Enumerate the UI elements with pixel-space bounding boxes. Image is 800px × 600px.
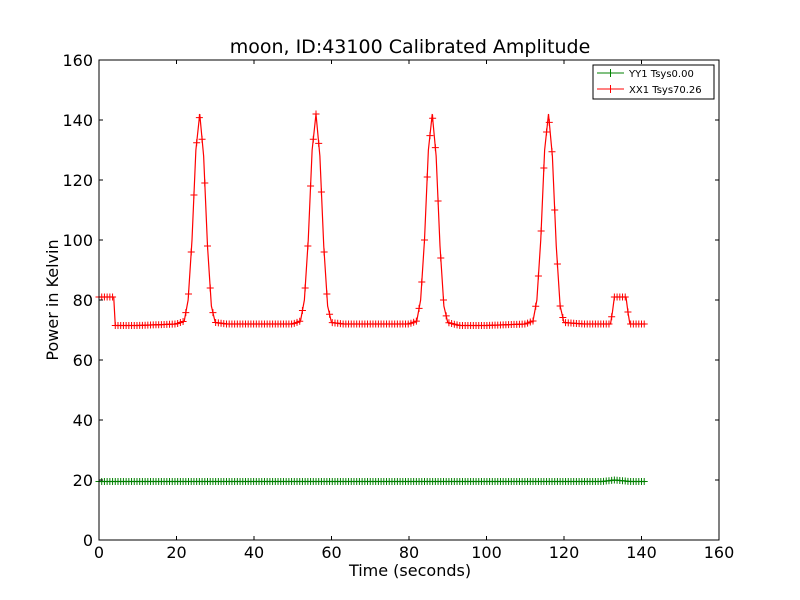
series-marker [605,320,613,328]
series-marker [540,164,548,172]
series-marker [317,188,325,196]
series-marker [206,284,214,292]
series-marker [418,278,426,286]
series-marker [529,317,537,325]
series-marker [434,197,442,205]
series-line-1 [99,113,646,327]
series-marker [426,132,434,140]
series-marker [195,114,203,122]
series-marker [556,302,564,310]
y-tick-label: 120 [62,171,93,190]
series-marker [298,307,306,314]
x-tick-label: 60 [321,543,341,562]
series-marker [423,173,431,181]
series-marker [204,242,211,250]
series-marker [548,148,556,156]
series-marker [182,309,190,317]
x-tick-label: 100 [471,543,502,562]
series-marker [640,478,648,485]
series-marker [307,182,315,190]
x-tick-label: 40 [244,543,264,562]
series-marker [439,296,447,304]
x-axis-label: Time (seconds) [348,561,471,580]
series-marker [553,260,561,268]
series-marker [621,293,629,301]
series-marker [190,191,198,199]
series-marker [421,236,428,244]
series-marker [545,118,553,126]
series-marker [323,290,331,298]
series-marker [201,179,209,187]
series-marker [320,248,328,256]
ticks-layer: 0 20 40 60 80 100 120 140 160 0 20 40 60 80 100 120 140 1… [62,51,734,562]
series-marker [296,317,304,325]
series-marker [179,317,187,325]
series-marker [624,308,632,316]
x-tick-label: 120 [549,543,580,562]
series-marker [312,110,320,118]
series-marker [193,139,201,147]
series-marker [551,206,559,214]
x-tick-label: 140 [626,543,657,562]
legend-box [592,64,715,100]
series-marker [431,144,439,152]
legend: YY1 Tsys0.00 XX1 Tsys70.26 [592,64,715,100]
series-marker [198,135,206,143]
y-tick-label: 20 [73,471,93,490]
series-marker [412,317,420,325]
series-marker [532,302,540,310]
series-marker [309,135,317,143]
y-tick-label: 100 [62,231,93,250]
series-marker [442,312,450,320]
series-marker [415,304,423,312]
series-marker [301,284,309,292]
series-marker [429,114,437,122]
series-marker [109,293,117,301]
y-tick-label: 160 [62,51,93,70]
y-axis-label: Power in Kelvin [43,239,62,360]
x-tick-label: 160 [704,543,735,562]
y-tick-label: 80 [73,291,93,310]
y-tick-label: 140 [62,111,93,130]
series-layer [95,110,648,485]
chart-title: moon, ID:43100 Calibrated Amplitude [230,36,591,58]
x-tick-label: 80 [399,543,419,562]
series-marker [640,320,648,328]
series-markers-1 [95,110,648,329]
series-marker [559,314,567,322]
series-marker [185,290,193,298]
series-marker [608,313,616,321]
series-marker [543,128,551,136]
series-marker [304,242,312,250]
y-tick-label: 0 [83,531,93,550]
y-tick-label: 60 [73,351,93,370]
series-markers-0 [95,476,648,485]
x-tick-label: 0 [94,543,104,562]
series-marker [209,309,217,317]
series-marker [315,139,323,147]
legend-label-xx1: XX1 Tsys70.26 [629,85,702,96]
series-marker [326,310,334,318]
series-marker [187,248,195,256]
x-tick-label: 20 [166,543,186,562]
y-tick-label: 40 [73,411,93,430]
series-marker [437,254,445,262]
series-marker [534,272,542,280]
legend-label-yy1: YY1 Tsys0.00 [628,69,694,80]
series-marker [537,227,545,235]
